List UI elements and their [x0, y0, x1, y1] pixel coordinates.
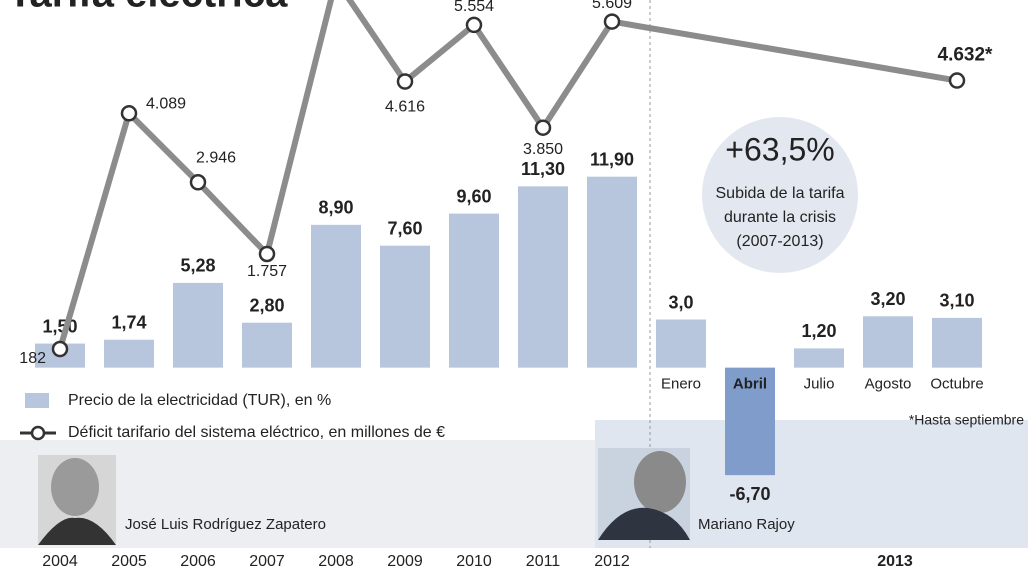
bar — [863, 316, 913, 368]
bar-value-label: 5,28 — [180, 256, 215, 276]
bar-value-label: 11,90 — [590, 149, 634, 169]
deficit-marker — [258, 245, 276, 263]
x-tick-label: 2008 — [318, 553, 354, 570]
line-value-label: 2.946 — [196, 149, 236, 166]
x-tick-label: 2006 — [180, 553, 216, 570]
x-tick-label: 2004 — [42, 553, 78, 570]
deficit-marker — [603, 13, 621, 30]
x-tick-label: 2007 — [249, 553, 285, 570]
bar — [104, 339, 154, 368]
x-tick-label: 2012 — [594, 553, 630, 570]
bar — [173, 282, 223, 368]
x-tick-label: 2005 — [111, 553, 147, 570]
bar — [794, 348, 844, 368]
legend-entry: Déficit tarifario del sistema eléctrico,… — [68, 424, 445, 441]
deficit-line — [57, 0, 615, 350]
bar-value-label: 2,80 — [249, 295, 284, 315]
title: Tarifa eléctrica — [8, 0, 288, 16]
bar — [725, 367, 775, 476]
bar-value-label: 11,30 — [521, 159, 565, 179]
line-value-label: 1.757 — [247, 263, 287, 280]
deficit-marker — [189, 174, 207, 191]
bar-value-label: 1,20 — [801, 321, 836, 341]
line-value-label: 182 — [19, 350, 46, 367]
rajoy-photo — [598, 448, 690, 540]
highlight-line: Subida de la tarifa — [716, 185, 845, 202]
deficit-marker — [534, 119, 552, 136]
person-name: Mariano Rajoy — [698, 516, 795, 533]
deficit-marker — [51, 340, 69, 358]
deficit-marker — [120, 105, 138, 122]
x-tick-label: 2009 — [387, 553, 423, 570]
deficit-marker — [396, 73, 414, 90]
x-tick-label: Abril — [733, 376, 767, 393]
line-value-label: 5.609 — [592, 0, 632, 12]
bar — [932, 317, 982, 368]
x-tick-label: Agosto — [865, 376, 912, 393]
x-tick-label: 2010 — [456, 553, 492, 570]
zapatero-photo — [38, 455, 116, 545]
bar-value-label: 9,60 — [456, 186, 491, 206]
bar-value-label: 3,20 — [870, 289, 905, 309]
x-tick-label: Julio — [804, 376, 835, 393]
bar — [242, 322, 292, 368]
legend-swatch-marker — [30, 425, 46, 441]
line-value-label: 5.554 — [454, 0, 494, 15]
x-tick-label: Enero — [661, 376, 701, 393]
line-value-label: 4.632* — [938, 45, 994, 66]
highlight-line: durante la crisis — [724, 209, 836, 226]
legend-swatch-bar — [25, 393, 49, 408]
period-label: 2013 — [877, 553, 913, 570]
bar — [449, 213, 499, 368]
bar-value-label: 3,10 — [939, 291, 974, 311]
bar — [587, 176, 637, 368]
bar-value-label: -6,70 — [729, 484, 770, 504]
bar — [656, 319, 706, 368]
deficit-marker — [465, 16, 483, 34]
highlight-circle — [702, 117, 858, 273]
footnote: *Hasta septiembre — [909, 412, 1024, 428]
bar-value-label: 3,0 — [668, 292, 693, 312]
line-value-label: 4.616 — [385, 99, 425, 116]
bar-value-label: 1,50 — [42, 316, 77, 336]
highlight-line: (2007-2013) — [736, 233, 823, 250]
bar — [311, 224, 361, 368]
deficit-marker — [948, 72, 966, 89]
line-value-label: 3.850 — [523, 141, 563, 158]
bar-value-label: 1,74 — [111, 312, 146, 332]
line-value-label: 4.089 — [146, 96, 186, 113]
bar-value-label: 7,60 — [387, 218, 422, 238]
legend-entry: Precio de la electricidad (TUR), en % — [68, 392, 331, 409]
deficit-line-connector — [611, 18, 958, 84]
highlight-value: +63,5% — [725, 131, 834, 167]
bar — [380, 245, 430, 368]
person-name: José Luis Rodríguez Zapatero — [125, 516, 326, 533]
x-tick-label: 2011 — [526, 553, 561, 570]
bar — [518, 186, 568, 368]
bar-value-label: 8,90 — [318, 198, 353, 218]
x-tick-label: Octubre — [930, 376, 983, 393]
